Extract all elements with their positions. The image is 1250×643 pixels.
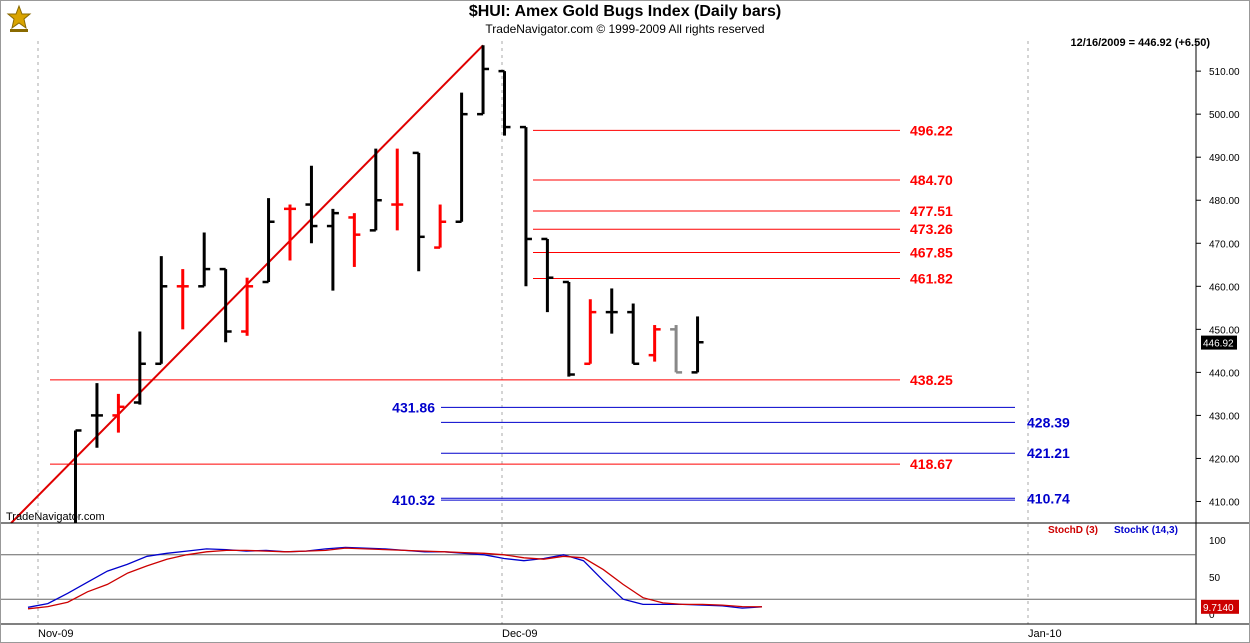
price-tick-label: 450.00 [1209,325,1240,336]
ohlc-bar [284,204,296,261]
ohlc-bar [90,383,103,448]
last-quote: 12/16/2009 = 446.92 (+6.50) [1070,37,1210,49]
last-price-label: 446.92 [1203,339,1234,350]
ohlc-bar [74,429,82,523]
price-tick-label: 480.00 [1209,196,1240,207]
ohlc-bar [155,256,168,366]
ohlc-bar [348,213,361,267]
ohlc-bar [648,325,661,362]
legend-stochd: StochD (3) [1048,525,1098,536]
ohlc-bar [133,331,146,405]
x-tick-label: Nov-09 [38,628,73,640]
ohlc-bar [477,45,490,116]
ohlc-bar [605,288,618,334]
price-tick-label: 470.00 [1209,239,1240,250]
fib-lines: 496.22 484.70 477.51 473.26 467.85 461.82 438.… [50,122,1070,508]
ohlc-bar [176,269,189,330]
ohlc-bar [627,303,640,366]
fib-label-410.32: 410.32 [392,492,435,508]
x-axis: Nov-09 Dec-09 Jan-10 [38,628,1062,640]
fib-label-461.82: 461.82 [910,270,953,286]
price-tick-label: 500.00 [1209,110,1240,121]
fib-label-496.22: 496.22 [910,122,953,138]
x-tick-label: Jan-10 [1028,628,1062,640]
price-axis: 410.00 420.00 430.00 440.00 450.00 460.00 470.… [1196,67,1240,508]
fib-label-467.85: 467.85 [910,245,953,261]
ohlc-bar [262,198,275,284]
trade-navigator-logo-icon [6,4,32,32]
ohlc-bar [519,125,532,287]
ohlc-bar [112,393,125,433]
stochastic-panel: 100 50 09.7140 [1,523,1239,624]
fib-label-473.26: 473.26 [910,221,953,237]
stoch-tick-label: 50 [1209,573,1221,584]
stoch-last-label: 9.7140 [1203,603,1234,614]
ohlc-bar [326,208,339,291]
stoch-axis: 100 50 09.7140 [1201,536,1239,621]
fib-label-477.51: 477.51 [910,203,953,219]
stoch-tick-label: 0 [1209,610,1215,621]
stoch-last-box [1201,599,1239,614]
price-tick-label: 460.00 [1209,282,1240,293]
legend-stochk: StochK (14,3) [1114,525,1178,536]
ohlc-bar [369,148,382,232]
last-price-box [1201,335,1237,350]
fib-label-431.86: 431.86 [392,399,435,415]
fib-label-421.21: 421.21 [1027,445,1070,461]
chart-title: $HUI: Amex Gold Bugs Index (Daily bars) [468,3,782,20]
price-plot-area [1,41,1196,523]
fib-label-438.25: 438.25 [910,372,953,388]
price-tick-label: 510.00 [1209,67,1240,78]
price-tick-label: 490.00 [1209,153,1240,164]
price-tick-label: 410.00 [1209,497,1240,508]
ohlc-bar [305,165,318,244]
fib-label-410.74: 410.74 [1027,490,1070,506]
ohlc-bar [412,151,425,272]
stoch-grid [1,524,1196,624]
stoch-lines [27,546,763,610]
ohlc-bar [455,92,468,223]
x-tick-label: Dec-09 [502,628,537,640]
stoch-tick-label: 100 [1209,536,1226,547]
stoch-line-d [27,547,763,610]
price-grid [37,41,1029,523]
ohlc-bar [219,267,232,343]
ohlc-bar [670,325,683,374]
fib-label-484.70: 484.70 [910,172,953,188]
ohlc-bar [498,69,511,136]
price-tick-label: 440.00 [1209,368,1240,379]
fib-label-428.39: 428.39 [1027,414,1070,430]
chart-subtitle: TradeNavigator.com © 1999-2009 All right… [485,22,765,36]
ohlc-bar [691,316,704,374]
price-panel: 496.22 484.70 477.51 473.26 467.85 461.82 438.… [1,41,1240,524]
watermark: TradeNavigator.com [6,511,105,523]
ohlc-bar [541,237,554,313]
ohlc-bar [198,232,211,288]
price-tick-label: 420.00 [1209,454,1240,465]
price-bars [74,45,704,523]
ohlc-bar [562,280,575,377]
ohlc-bar [391,148,404,231]
price-tick-label: 430.00 [1209,411,1240,422]
ohlc-bar [434,204,447,249]
ohlc-bar [241,277,254,336]
fib-label-418.67: 418.67 [910,456,953,472]
ohlc-bar [584,299,597,366]
